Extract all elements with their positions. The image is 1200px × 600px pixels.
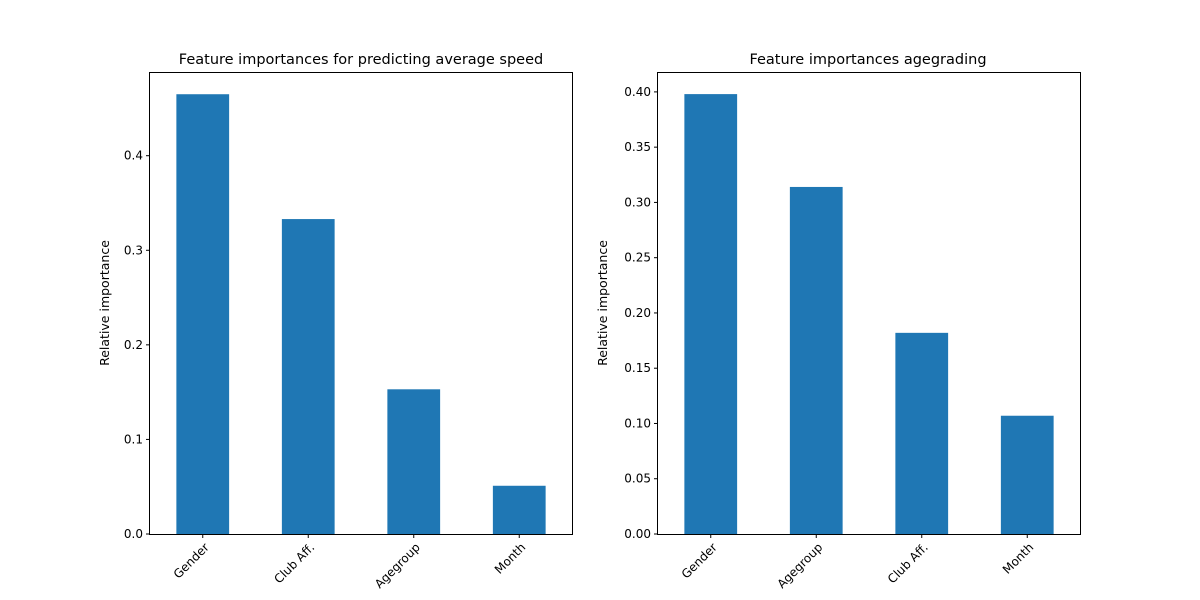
plot-frame	[149, 72, 573, 535]
bars	[684, 94, 1054, 535]
y-tick-label: 0.05	[624, 472, 651, 486]
bar	[895, 332, 949, 534]
y-tick-label: 0.00	[624, 527, 651, 541]
y-axis-label: Relative importance	[97, 240, 112, 366]
y-ticks: 0.0 0.1 0.2 0.3 0.4	[124, 149, 150, 541]
bar	[1000, 415, 1054, 534]
y-tick-label: 0.3	[124, 243, 143, 257]
y-axis-label: Relative importance	[595, 240, 610, 366]
y-tick-label: 0.10	[624, 416, 651, 430]
y-tick-label: 0.15	[624, 361, 651, 375]
y-tick-label: 0.25	[624, 251, 651, 265]
chart-title: Feature importances agegrading	[749, 52, 986, 68]
y-tick-label: 0.30	[624, 195, 651, 209]
y-tick-label: 0.2	[124, 338, 143, 352]
y-tick-label: 0.4	[124, 149, 143, 163]
y-tick-label: 0.20	[624, 306, 651, 320]
bar	[492, 485, 546, 534]
bars	[176, 94, 546, 534]
plot-frame	[657, 72, 1081, 535]
bar	[684, 94, 738, 535]
bar	[789, 186, 843, 534]
bar	[387, 389, 441, 534]
bar	[176, 94, 230, 534]
y-tick-label: 0.35	[624, 140, 651, 154]
y-tick-label: 0.1	[124, 432, 143, 446]
y-tick-label: 0.40	[624, 85, 651, 99]
y-tick-label: 0.0	[124, 527, 143, 541]
bar	[281, 219, 335, 534]
y-ticks: 0.00 0.05 0.10 0.15 0.20 0.25 0.30 0.35 0.40	[624, 85, 658, 541]
chart-title: Feature importances for predicting avera…	[179, 52, 543, 68]
